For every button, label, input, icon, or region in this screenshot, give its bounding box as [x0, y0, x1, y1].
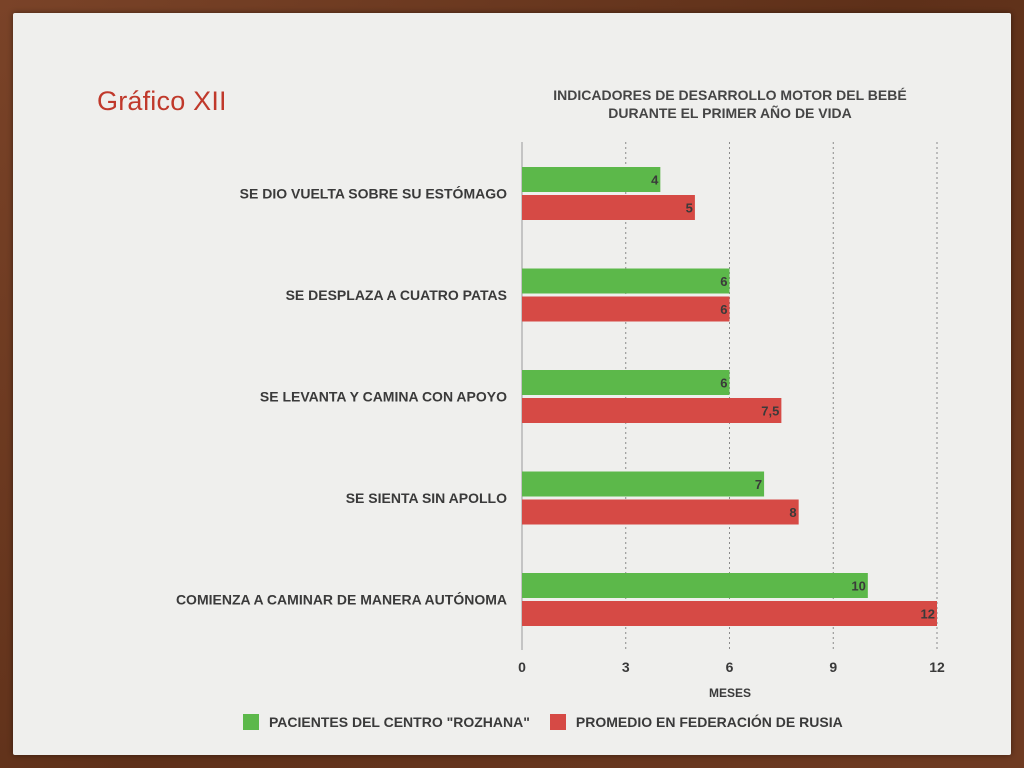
category-label: SE DIO VUELTA SOBRE SU ESTÓMAGO [240, 185, 507, 202]
chart-title: INDICADORES DE DESARROLLO MOTOR DEL BEBÉ… [500, 86, 960, 122]
category-label: SE SIENTA SIN APOLLO [346, 490, 507, 506]
bar-series-2-cat-5 [522, 601, 937, 626]
category-label: SE DESPLAZA A CUATRO PATAS [286, 287, 507, 303]
value-label: 8 [789, 505, 796, 520]
bar-series-1-cat-2 [522, 268, 730, 294]
bar-series-1-cat-4 [522, 471, 765, 497]
bar-series-2-cat-4 [522, 499, 799, 525]
legend-swatch-series-1 [243, 714, 259, 730]
value-label: 7,5 [761, 404, 779, 419]
chart-title-line-1: INDICADORES DE DESARROLLO MOTOR DEL BEBÉ [553, 87, 907, 103]
legend: PACIENTES DEL CENTRO "ROZHANA" PROMEDIO … [243, 714, 851, 730]
value-label: 5 [686, 201, 693, 216]
value-label: 4 [651, 173, 659, 188]
x-tick-label: 0 [518, 659, 526, 675]
bar-series-1-cat-3 [522, 370, 730, 395]
x-tick-label: 3 [622, 659, 630, 675]
category-label: COMIENZA A CAMINAR DE MANERA AUTÓNOMA [176, 591, 507, 608]
bar-series-1-cat-5 [522, 573, 868, 598]
slide-canvas [13, 13, 1011, 755]
bar-series-2-cat-1 [522, 195, 695, 220]
legend-swatch-series-2 [549, 714, 566, 730]
category-label: SE LEVANTA Y CAMINA CON APOYO [260, 389, 507, 405]
legend-item-series-2: PROMEDIO EN FEDERACIÓN DE RUSIA [549, 714, 843, 730]
value-label: 12 [921, 607, 935, 622]
bar-series-2-cat-2 [522, 296, 730, 322]
x-tick-label: 6 [726, 659, 734, 675]
bar-series-2-cat-3 [522, 398, 782, 423]
slide-title: Gráfico XII [97, 86, 227, 116]
value-label: 6 [720, 376, 727, 391]
x-tick-label: 12 [929, 659, 945, 675]
legend-item-series-1: PACIENTES DEL CENTRO "ROZHANA" [243, 714, 530, 730]
x-tick-label: 9 [829, 659, 837, 675]
chart-title-line-2: DURANTE EL PRIMER AÑO DE VIDA [608, 105, 852, 121]
x-axis-title: MESES [708, 686, 751, 700]
value-label: 10 [851, 579, 865, 594]
bar-series-1-cat-1 [522, 167, 661, 192]
value-label: 7 [755, 477, 762, 492]
legend-label-series-2: PROMEDIO EN FEDERACIÓN DE RUSIA [575, 714, 843, 730]
value-label: 6 [720, 302, 727, 317]
legend-label-series-1: PACIENTES DEL CENTRO "ROZHANA" [269, 714, 530, 730]
value-label: 6 [720, 274, 727, 289]
